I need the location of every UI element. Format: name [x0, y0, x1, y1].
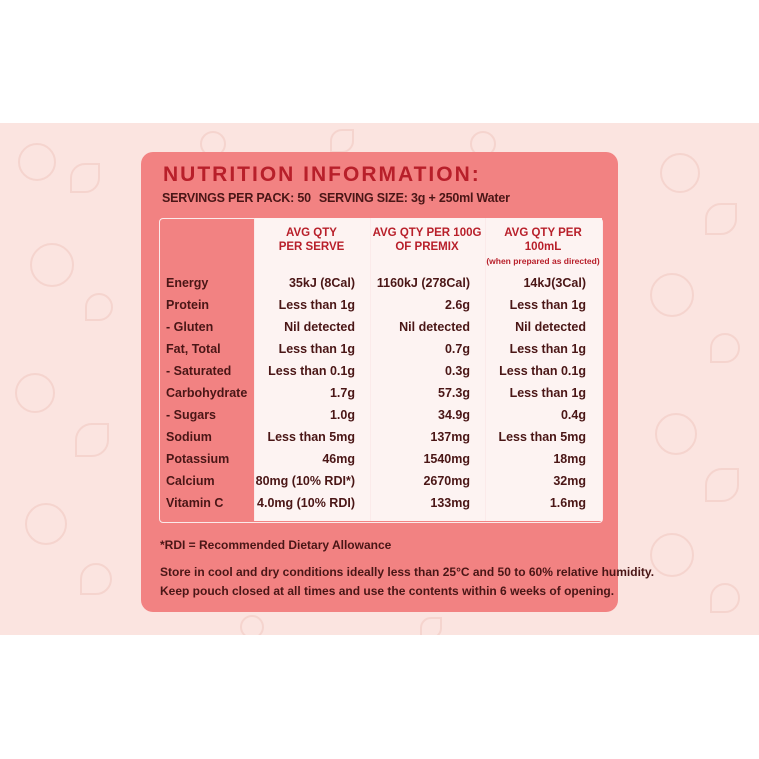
fruit-doodle-icon: [655, 413, 697, 455]
nutrition-title: NUTRITION INFORMATION:: [163, 163, 481, 186]
nutrient-label: Protein: [166, 298, 210, 312]
value-per-serve: 4.0mg (10% RDI): [257, 496, 355, 510]
drop-doodle-icon: [710, 333, 740, 363]
value-per-100ml: Less than 5mg: [498, 430, 586, 444]
value-per-100ml: 0.4g: [560, 408, 586, 422]
header-per-100g: AVG QTY PER 100G OF PREMIX: [370, 226, 484, 254]
nutrient-label: Fat, Total: [166, 342, 221, 356]
value-per-serve: Less than 5mg: [267, 430, 355, 444]
storage-line-1: Store in cool and dry conditions ideally…: [160, 565, 655, 579]
nutrient-label: - Sugars: [166, 408, 217, 422]
header-per-100g-line1: AVG QTY PER 100G: [372, 227, 482, 239]
drop-doodle-icon: [85, 293, 113, 321]
value-per-100g: 0.7g: [444, 342, 470, 356]
serving-size: SERVING SIZE: 3g + 250ml Water: [318, 191, 510, 205]
header-per-100g-line2: OF PREMIX: [395, 241, 459, 253]
leaf-doodle-icon: [75, 423, 109, 457]
servings-line: SERVINGS PER PACK: 50 SERVING SIZE: 3g + …: [162, 191, 510, 205]
fruit-doodle-icon: [25, 503, 67, 545]
nutrient-label: - Saturated: [166, 364, 232, 378]
value-per-100g: Nil detected: [399, 320, 470, 334]
value-per-100g: 2670mg: [423, 474, 470, 488]
column-per-100ml: [485, 218, 602, 521]
value-per-100ml: Nil detected: [515, 320, 586, 334]
nutrient-label: Carbohydrate: [166, 386, 248, 400]
fruit-doodle-icon: [30, 243, 74, 287]
header-per-serve: AVG QTY PER SERVE: [254, 226, 369, 254]
value-per-serve: 1.7g: [329, 386, 355, 400]
value-per-100g: 34.9g: [438, 408, 470, 422]
nutrient-label: Potassium: [166, 452, 230, 466]
value-per-100ml: 32mg: [553, 474, 586, 488]
nutrient-label: Energy: [166, 276, 209, 290]
column-per-100g: [370, 218, 485, 521]
value-per-100ml: Less than 1g: [509, 386, 586, 400]
fruit-doodle-icon: [650, 273, 694, 317]
fruit-doodle-icon: [650, 533, 694, 577]
nutrient-label: Vitamin C: [166, 496, 224, 510]
fruit-doodle-icon: [18, 143, 56, 181]
value-per-100ml: Less than 1g: [509, 298, 586, 312]
servings-per-pack: SERVINGS PER PACK: 50: [162, 191, 311, 205]
value-per-serve: Less than 1g: [278, 342, 355, 356]
column-per-serve: [254, 218, 370, 521]
nutrition-table: AVG QTY PER SERVE AVG QTY PER 100G OF PR…: [159, 218, 603, 523]
value-per-100g: 0.3g: [444, 364, 470, 378]
value-per-100ml: Less than 0.1g: [499, 364, 586, 378]
nutrient-label: Sodium: [166, 430, 212, 444]
value-per-100ml: 1.6mg: [549, 496, 586, 510]
nutrient-label: Calcium: [166, 474, 215, 488]
header-per-100ml: AVG QTY PER 100mL (when prepared as dire…: [485, 226, 601, 268]
value-per-100ml: 14kJ(3Cal): [523, 276, 586, 290]
value-per-serve: 80mg (10% RDI*): [255, 474, 355, 488]
value-per-serve: 46mg: [322, 452, 355, 466]
fruit-doodle-icon: [15, 373, 55, 413]
storage-instructions: Store in cool and dry conditions ideally…: [160, 563, 654, 601]
header-per-serve-line1: AVG QTY: [286, 227, 337, 239]
header-per-100ml-line1: AVG QTY PER 100mL: [504, 227, 582, 253]
value-per-100ml: Less than 1g: [509, 342, 586, 356]
value-per-100g: 57.3g: [438, 386, 470, 400]
value-per-serve: Less than 1g: [278, 298, 355, 312]
nutrient-label: - Gluten: [166, 320, 214, 334]
value-per-100g: 1540mg: [423, 452, 470, 466]
value-per-100g: 2.6g: [444, 298, 470, 312]
header-per-100ml-note: (when prepared as directed): [486, 256, 600, 266]
leaf-doodle-icon: [70, 163, 100, 193]
value-per-serve: Nil detected: [284, 320, 355, 334]
leaf-doodle-icon: [705, 468, 739, 502]
value-per-100g: 133mg: [430, 496, 470, 510]
fruit-doodle-icon: [660, 153, 700, 193]
fruit-doodle-icon: [240, 615, 264, 635]
value-per-100g: 1160kJ (278Cal): [376, 276, 470, 290]
value-per-100ml: 18mg: [553, 452, 586, 466]
header-per-serve-line2: PER SERVE: [278, 241, 345, 253]
value-per-serve: 1.0g: [329, 408, 355, 422]
value-per-100g: 137mg: [430, 430, 470, 444]
drop-doodle-icon: [710, 583, 740, 613]
storage-line-2: Keep pouch closed at all times and use t…: [160, 584, 615, 598]
rdi-footnote: *RDI = Recommended Dietary Allowance: [160, 538, 392, 552]
leaf-doodle-icon: [330, 129, 354, 153]
value-per-serve: 35kJ (8Cal): [288, 276, 355, 290]
leaf-doodle-icon: [420, 617, 442, 635]
leaf-doodle-icon: [705, 203, 737, 235]
value-per-serve: Less than 0.1g: [268, 364, 355, 378]
drop-doodle-icon: [80, 563, 112, 595]
